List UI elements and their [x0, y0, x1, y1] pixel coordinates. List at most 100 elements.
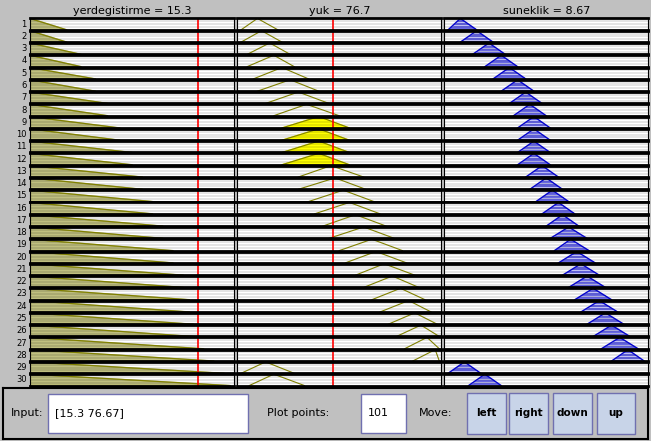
FancyBboxPatch shape [553, 393, 592, 434]
Text: 6: 6 [21, 81, 27, 90]
Polygon shape [30, 239, 173, 250]
Text: Plot points:: Plot points: [268, 408, 330, 419]
Text: 13: 13 [16, 167, 27, 176]
Polygon shape [602, 337, 638, 349]
Text: suneklik = 8.67: suneklik = 8.67 [503, 6, 590, 16]
Text: 17: 17 [16, 216, 27, 225]
Polygon shape [509, 92, 542, 104]
Polygon shape [30, 337, 204, 349]
Text: 19: 19 [16, 240, 27, 250]
Text: 23: 23 [16, 289, 27, 299]
Polygon shape [518, 141, 550, 153]
Polygon shape [30, 141, 132, 153]
Polygon shape [550, 227, 587, 238]
Polygon shape [562, 264, 600, 275]
Text: 4: 4 [21, 56, 27, 65]
FancyBboxPatch shape [597, 393, 635, 434]
Polygon shape [30, 264, 184, 275]
Polygon shape [501, 80, 534, 91]
Text: 26: 26 [16, 326, 27, 335]
Text: Input:: Input: [11, 408, 44, 419]
Text: [15.3 76.67]: [15.3 76.67] [55, 408, 124, 419]
Text: 14: 14 [16, 179, 27, 188]
Polygon shape [30, 251, 173, 263]
Polygon shape [593, 325, 630, 336]
Polygon shape [30, 374, 230, 385]
Text: left: left [477, 408, 497, 419]
Polygon shape [30, 92, 107, 104]
Polygon shape [518, 129, 550, 140]
Polygon shape [514, 105, 546, 116]
Polygon shape [469, 374, 501, 385]
Polygon shape [30, 105, 107, 116]
Polygon shape [536, 190, 569, 202]
Polygon shape [526, 166, 559, 177]
Polygon shape [555, 239, 589, 250]
Polygon shape [518, 153, 550, 165]
Polygon shape [30, 313, 193, 324]
Polygon shape [282, 129, 350, 140]
FancyBboxPatch shape [361, 394, 406, 433]
Polygon shape [30, 129, 120, 140]
Text: 101: 101 [367, 408, 389, 419]
Text: 5: 5 [21, 69, 27, 78]
Text: up: up [609, 408, 624, 419]
Polygon shape [611, 350, 644, 361]
Polygon shape [30, 215, 163, 226]
Text: 2: 2 [21, 32, 27, 41]
Text: yuk = 76.7: yuk = 76.7 [309, 6, 370, 16]
Text: right: right [514, 408, 543, 419]
Text: 20: 20 [16, 253, 27, 262]
Polygon shape [30, 276, 184, 288]
Text: 28: 28 [16, 351, 27, 360]
Polygon shape [282, 141, 350, 153]
Text: 1: 1 [21, 20, 27, 29]
Polygon shape [530, 178, 562, 189]
Text: 18: 18 [16, 228, 27, 237]
Polygon shape [30, 31, 67, 42]
Polygon shape [30, 19, 67, 30]
Text: 29: 29 [16, 363, 27, 372]
Polygon shape [30, 55, 81, 67]
Text: 24: 24 [16, 302, 27, 311]
FancyBboxPatch shape [48, 394, 248, 433]
Polygon shape [518, 116, 550, 128]
Text: 3: 3 [21, 44, 27, 53]
Polygon shape [30, 116, 120, 128]
Polygon shape [473, 43, 505, 54]
Polygon shape [485, 55, 518, 67]
Text: 16: 16 [16, 204, 27, 213]
Polygon shape [30, 325, 193, 336]
Text: 15: 15 [16, 191, 27, 200]
Polygon shape [30, 190, 152, 202]
Polygon shape [30, 288, 189, 300]
Polygon shape [30, 166, 143, 177]
Text: 27: 27 [16, 339, 27, 348]
Polygon shape [575, 288, 611, 300]
Text: 30: 30 [16, 375, 27, 385]
Polygon shape [493, 67, 526, 79]
Polygon shape [581, 301, 618, 312]
Text: 7: 7 [21, 93, 27, 102]
Polygon shape [448, 19, 477, 30]
Polygon shape [559, 251, 595, 263]
Text: 22: 22 [16, 277, 27, 286]
Polygon shape [282, 153, 350, 165]
Text: 8: 8 [21, 105, 27, 115]
Polygon shape [542, 202, 575, 214]
Polygon shape [587, 313, 624, 324]
Polygon shape [30, 153, 132, 165]
Polygon shape [30, 178, 143, 189]
Polygon shape [30, 202, 152, 214]
Polygon shape [30, 227, 163, 238]
Polygon shape [546, 215, 579, 226]
Text: 12: 12 [16, 154, 27, 164]
Polygon shape [30, 362, 224, 373]
Text: Move:: Move: [419, 408, 452, 419]
Polygon shape [30, 301, 189, 312]
Text: 9: 9 [21, 118, 27, 127]
Text: 11: 11 [16, 142, 27, 151]
Text: 10: 10 [16, 130, 27, 139]
FancyBboxPatch shape [467, 393, 506, 434]
FancyBboxPatch shape [509, 393, 548, 434]
